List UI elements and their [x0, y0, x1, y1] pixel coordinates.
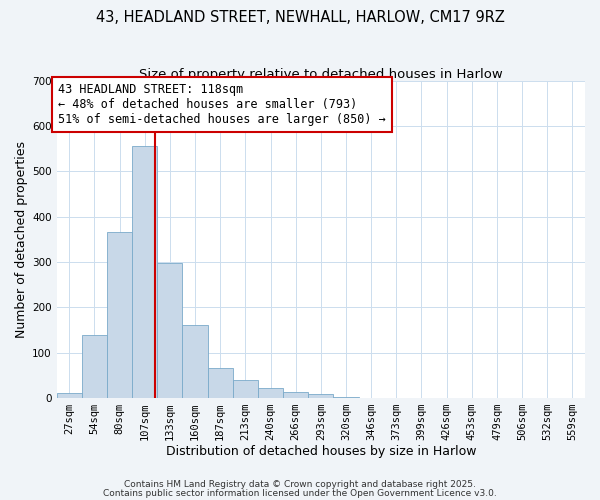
- Title: Size of property relative to detached houses in Harlow: Size of property relative to detached ho…: [139, 68, 503, 80]
- Bar: [233, 380, 258, 398]
- Y-axis label: Number of detached properties: Number of detached properties: [15, 140, 28, 338]
- Bar: [107, 232, 132, 398]
- Bar: [208, 368, 233, 398]
- Bar: [82, 336, 107, 398]
- Text: 43, HEADLAND STREET, NEWHALL, HARLOW, CM17 9RZ: 43, HEADLAND STREET, NEWHALL, HARLOW, CM…: [95, 10, 505, 25]
- Bar: [283, 392, 308, 398]
- X-axis label: Distribution of detached houses by size in Harlow: Distribution of detached houses by size …: [166, 444, 476, 458]
- Bar: [157, 263, 182, 398]
- Bar: [182, 324, 208, 398]
- Bar: [132, 146, 157, 398]
- Text: 43 HEADLAND STREET: 118sqm
← 48% of detached houses are smaller (793)
51% of sem: 43 HEADLAND STREET: 118sqm ← 48% of deta…: [58, 83, 386, 126]
- Text: Contains public sector information licensed under the Open Government Licence v3: Contains public sector information licen…: [103, 488, 497, 498]
- Text: Contains HM Land Registry data © Crown copyright and database right 2025.: Contains HM Land Registry data © Crown c…: [124, 480, 476, 489]
- Bar: [308, 394, 334, 398]
- Bar: [56, 394, 82, 398]
- Bar: [334, 397, 359, 398]
- Bar: [258, 388, 283, 398]
